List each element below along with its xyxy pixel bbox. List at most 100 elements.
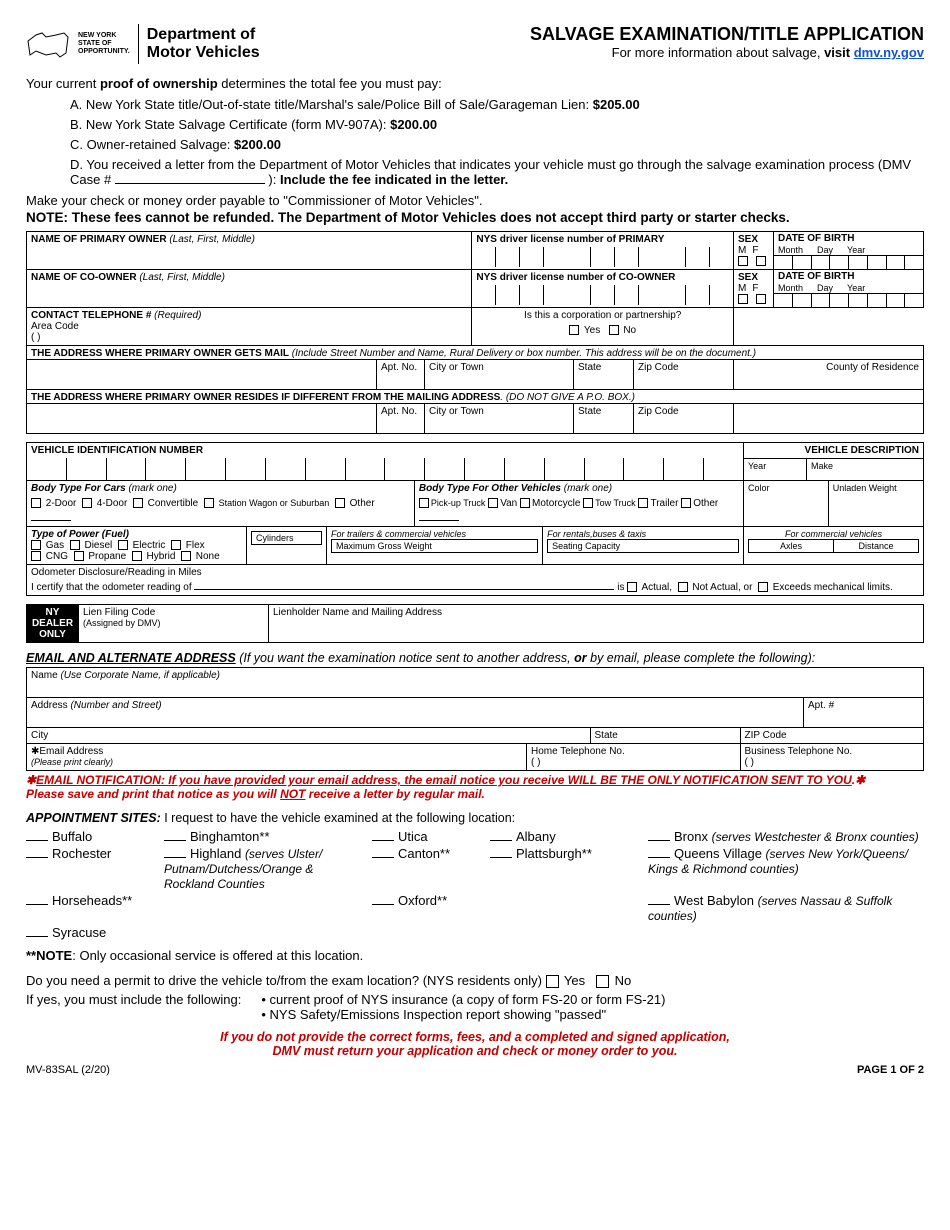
mail-state-cell[interactable]: State (574, 360, 634, 390)
alt-city-cell[interactable]: City (27, 728, 591, 744)
res-street-cell[interactable] (27, 404, 377, 434)
body-other-sub: (mark one) (564, 483, 612, 494)
appt-highland[interactable]: Highland (serves Ulster/ Putnam/Dutchess… (164, 846, 364, 891)
year-label[interactable]: Year (744, 459, 806, 480)
fuel-propane-checkbox[interactable] (74, 551, 84, 561)
res-city-cell[interactable]: City or Town (425, 404, 574, 434)
appt-plattsburgh[interactable]: Plattsburgh** (490, 846, 640, 891)
mail-county-cell[interactable]: County of Residence (734, 360, 924, 390)
appt-westbabylon[interactable]: West Babylon (serves Nassau & Suffolk co… (648, 893, 924, 923)
make-label[interactable]: Make (806, 459, 923, 480)
body-other-label: Body Type For Other Vehicles (419, 483, 564, 494)
oth-trailer-checkbox[interactable] (638, 498, 648, 508)
alt-apt-cell[interactable]: Apt. # (804, 698, 924, 728)
res-apt-cell[interactable]: Apt. No. (377, 404, 425, 434)
color-cell[interactable]: Color (744, 481, 829, 527)
dob-co-cell[interactable]: DATE OF BIRTH MonthDayYear (774, 270, 924, 308)
fuel-flex-checkbox[interactable] (171, 540, 181, 550)
appt-syracuse[interactable]: Syracuse (26, 925, 156, 940)
appt-rochester[interactable]: Rochester (26, 846, 156, 891)
bus-tel-cell[interactable]: Business Telephone No. ( ) (740, 744, 924, 771)
oth-moto-checkbox[interactable] (520, 498, 530, 508)
fuel-gas-checkbox[interactable] (31, 540, 41, 550)
alt-state-cell[interactable]: State (590, 728, 740, 744)
car-conv-checkbox[interactable] (133, 498, 143, 508)
odo-actual-checkbox[interactable] (627, 582, 637, 592)
dob-primary-cell[interactable]: DATE OF BIRTH MonthDayYear (774, 232, 924, 270)
alt-addr-cell[interactable]: Address (Number and Street) (27, 698, 804, 728)
car-other-checkbox[interactable] (335, 498, 345, 508)
sex-primary-cell[interactable]: SEX MF (734, 232, 774, 270)
oth-van-checkbox[interactable] (488, 498, 498, 508)
car-2door-checkbox[interactable] (31, 498, 41, 508)
phone-cell[interactable]: CONTACT TELEPHONE # (Required) Area Code… (27, 308, 472, 346)
fuel-cell[interactable]: Type of Power (Fuel) Gas Diesel Electric… (27, 527, 247, 565)
odo-notactual-checkbox[interactable] (678, 582, 688, 592)
appt-horseheads[interactable]: Horseheads** (26, 893, 156, 923)
appt-oxford[interactable]: Oxford** (372, 893, 482, 923)
mgw-cell[interactable]: For trailers & commercial vehicles Maxim… (327, 527, 543, 565)
appt-queens[interactable]: Queens Village (serves New York/Queens/ … (648, 846, 924, 891)
sex-co-cell[interactable]: SEX MF (734, 270, 774, 308)
mail-apt-cell[interactable]: Apt. No. (377, 360, 425, 390)
odo-cell[interactable]: Odometer Disclosure/Reading in Miles I c… (27, 565, 924, 596)
appt-canton[interactable]: Canton** (372, 846, 482, 891)
oth-other-field[interactable] (419, 509, 459, 521)
car-4door-checkbox[interactable] (82, 498, 92, 508)
res-state-cell[interactable]: State (574, 404, 634, 434)
corp-yes-checkbox[interactable] (569, 325, 579, 335)
comm-cell[interactable]: For commercial vehicles Axles Distance (744, 527, 924, 565)
other-types-cell[interactable]: Pick-up Truck Van Motorcycle Tow Truck T… (414, 496, 743, 527)
res-zip-cell[interactable]: Zip Code (634, 404, 734, 434)
dln-primary-cell[interactable]: NYS driver license number of PRIMARY (472, 232, 734, 270)
fuel-none-checkbox[interactable] (181, 551, 191, 561)
sex-m-checkbox[interactable] (738, 256, 748, 266)
page-title: SALVAGE EXAMINATION/TITLE APPLICATION (530, 24, 924, 45)
fuel-label: Type of Power (Fuel) (31, 529, 242, 540)
primary-owner-cell[interactable]: NAME OF PRIMARY OWNER (Last, First, Midd… (27, 232, 472, 270)
alt-zip-cell[interactable]: ZIP Code (740, 728, 924, 744)
car-sw-checkbox[interactable] (204, 498, 214, 508)
appt-utica[interactable]: Utica (372, 829, 482, 844)
odo-reading-field[interactable] (194, 578, 614, 590)
mail-street-cell[interactable] (27, 360, 377, 390)
dmv-link[interactable]: dmv.ny.gov (854, 45, 924, 60)
alt-header: EMAIL AND ALTERNATE ADDRESS (If you want… (26, 651, 924, 665)
lienholder-cell[interactable]: Lienholder Name and Mailing Address (269, 605, 924, 643)
sex-co-m-checkbox[interactable] (738, 294, 748, 304)
sex-f-checkbox[interactable] (756, 256, 766, 266)
fuel-cng-checkbox[interactable] (31, 551, 41, 561)
sex-co-f-checkbox[interactable] (756, 294, 766, 304)
car-types-cell[interactable]: 2-Door 4-Door Convertible Station Wagon … (27, 496, 415, 527)
oth-tow-checkbox[interactable] (583, 498, 593, 508)
oth-pickup-checkbox[interactable] (419, 498, 429, 508)
car-other-field[interactable] (31, 509, 71, 521)
appt-albany[interactable]: Albany (490, 829, 640, 844)
fuel-diesel-checkbox[interactable] (70, 540, 80, 550)
vin-cell[interactable]: VEHICLE IDENTIFICATION NUMBER (27, 443, 744, 481)
co-owner-cell[interactable]: NAME OF CO-OWNER (Last, First, Middle) (27, 270, 472, 308)
lien-code-cell[interactable]: Lien Filing Code (Assigned by DMV) (79, 605, 269, 643)
permit-yes-checkbox[interactable] (546, 975, 559, 988)
fuel-elec-checkbox[interactable] (118, 540, 128, 550)
oth-other-checkbox[interactable] (681, 498, 691, 508)
appt-buffalo[interactable]: Buffalo (26, 829, 156, 844)
case-number-field[interactable] (115, 172, 265, 184)
fuel-hybrid-checkbox[interactable] (132, 551, 142, 561)
dln-co-cell[interactable]: NYS driver license number of CO-OWNER (472, 270, 734, 308)
odo-exceeds-checkbox[interactable] (758, 582, 768, 592)
alt-name-cell[interactable]: Name (Use Corporate Name, if applicable) (27, 668, 924, 698)
unladen-cell[interactable]: Unladen Weight (828, 481, 923, 527)
appt-binghamton[interactable]: Binghamton** (164, 829, 364, 844)
appt-bronx[interactable]: Bronx (serves Westchester & Bronx counti… (648, 829, 924, 844)
home-tel-cell[interactable]: Home Telephone No. ( ) (527, 744, 741, 771)
seating-cell[interactable]: For rentals,buses & taxis Seating Capaci… (543, 527, 744, 565)
mail-addr-header: THE ADDRESS WHERE PRIMARY OWNER GETS MAI… (27, 346, 924, 360)
mail-city-cell[interactable]: City or Town (425, 360, 574, 390)
permit-no-checkbox[interactable] (596, 975, 609, 988)
alt-email-cell[interactable]: ✱Email Address (Please print clearly) (27, 744, 527, 771)
cyl-cell[interactable]: Cylinders (247, 527, 327, 565)
mail-zip-cell[interactable]: Zip Code (634, 360, 734, 390)
corp-cell[interactable]: Is this a corporation or partnership? Ye… (472, 308, 734, 346)
corp-no-checkbox[interactable] (609, 325, 619, 335)
